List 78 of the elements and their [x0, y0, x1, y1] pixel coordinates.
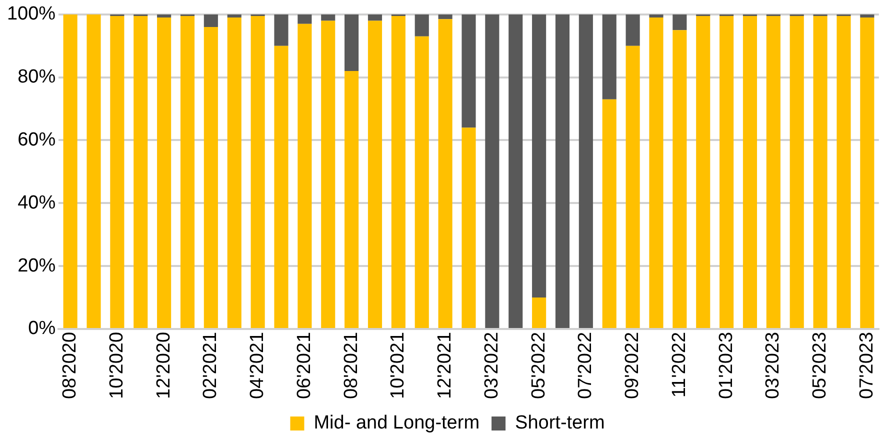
bar — [227, 18, 242, 328]
x-tick-label: 03'2023 — [762, 332, 784, 399]
bar — [204, 26, 218, 328]
legend-label: Short-term — [515, 412, 605, 434]
bar — [227, 14, 242, 18]
x-tick-label: 04'2021 — [247, 332, 268, 399]
x-tick-label: 10'2021 — [388, 332, 409, 399]
x-tick-label: 06'2021 — [294, 332, 315, 399]
x-tick-label: 05'2022 — [528, 332, 550, 399]
bar — [555, 14, 570, 328]
x-tick-label: 03'2022 — [481, 332, 502, 399]
y-tick-label: 100% — [6, 4, 56, 25]
bar — [391, 16, 406, 328]
x-tick-label: 07'2023 — [856, 332, 878, 399]
x-tick-label: 09'2022 — [622, 332, 644, 399]
bar — [368, 20, 382, 328]
bar — [321, 14, 336, 21]
bar — [344, 14, 359, 72]
bar — [766, 16, 780, 328]
x-tick-label: 11'2022 — [668, 332, 690, 398]
bar — [134, 16, 148, 328]
bar — [602, 14, 616, 100]
x-tick-label: 08'2020 — [60, 332, 81, 399]
x-tick-label: 07'2022 — [575, 332, 596, 399]
bar — [626, 46, 640, 328]
bar — [368, 14, 382, 21]
bar — [790, 16, 804, 328]
y-tick-label: 40% — [18, 192, 56, 214]
x-tick-label: 05'2023 — [810, 332, 831, 399]
y-tick-label: 0% — [28, 318, 56, 340]
bar — [110, 16, 124, 328]
bar — [649, 14, 664, 18]
x-tick-label: 02'2021 — [200, 332, 222, 399]
x-tick-label: 12'2021 — [434, 332, 456, 399]
bar — [742, 16, 758, 328]
bar — [602, 99, 616, 328]
x-tick-label: 12'2020 — [153, 332, 174, 399]
x-tick-label: 01'2023 — [716, 332, 737, 399]
bar — [250, 16, 265, 328]
x-tick-label: 08'2021 — [340, 332, 362, 399]
bar — [63, 14, 78, 328]
bar — [298, 24, 312, 328]
y-tick-label: 80% — [18, 66, 56, 88]
bar — [672, 30, 687, 328]
bar — [274, 14, 288, 46]
bar — [626, 14, 640, 46]
y-tick-label: 60% — [18, 129, 56, 150]
bar — [298, 14, 312, 24]
bar — [438, 14, 452, 20]
bar — [860, 14, 874, 18]
bar — [86, 14, 101, 328]
bar — [860, 18, 874, 328]
bar — [485, 14, 500, 328]
bar — [462, 14, 476, 128]
bar — [836, 16, 851, 328]
bar — [578, 14, 593, 328]
bar — [462, 128, 476, 328]
bar — [414, 14, 429, 36]
bar — [204, 14, 218, 27]
bar — [532, 14, 546, 298]
legend-label: Mid- and Long-term — [314, 412, 480, 434]
bar — [157, 18, 172, 328]
bar — [508, 14, 523, 328]
bar — [720, 16, 734, 328]
bar — [321, 20, 336, 328]
bar — [813, 16, 828, 328]
bar — [274, 46, 288, 328]
bar — [414, 36, 429, 328]
bar — [649, 18, 664, 328]
bar — [438, 19, 452, 328]
bar — [180, 16, 195, 328]
bar — [532, 298, 546, 328]
y-tick-label: 20% — [18, 255, 56, 276]
bar — [157, 14, 172, 18]
bar — [344, 71, 359, 328]
bar — [672, 14, 687, 30]
x-tick-label: 10'2020 — [106, 332, 128, 399]
bar — [696, 16, 710, 328]
